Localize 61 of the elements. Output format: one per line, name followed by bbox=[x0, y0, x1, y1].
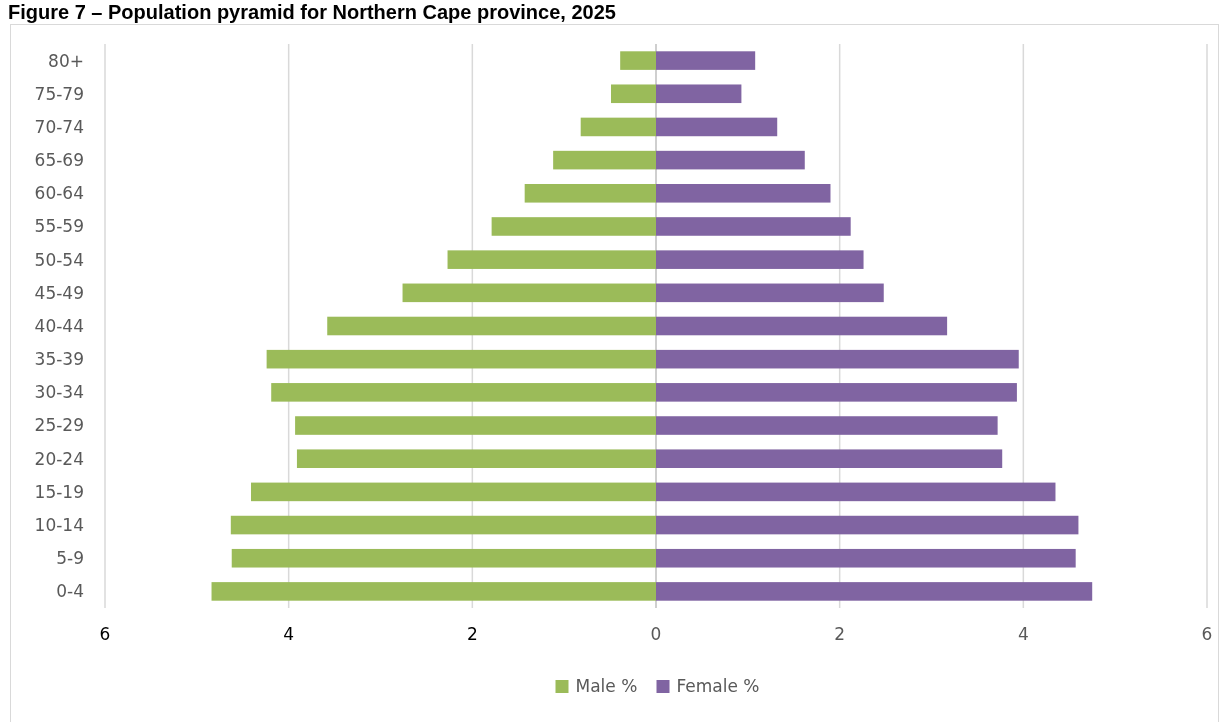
y-tick-label: 5-9 bbox=[56, 548, 84, 569]
bar bbox=[231, 548, 656, 568]
y-tick-label: 10-14 bbox=[34, 515, 84, 536]
y-tick-label: 35-39 bbox=[34, 349, 84, 370]
bar bbox=[211, 582, 656, 601]
x-tick-label: 0 bbox=[650, 624, 662, 644]
bar bbox=[656, 217, 851, 236]
bar bbox=[656, 316, 948, 336]
bar bbox=[620, 51, 656, 70]
bar bbox=[656, 482, 1056, 502]
x-tick-label: 2 bbox=[834, 624, 846, 644]
y-tick-label: 65-69 bbox=[34, 150, 84, 171]
bar bbox=[656, 283, 884, 303]
bar bbox=[266, 349, 656, 369]
x-tick-label: 6 bbox=[99, 624, 111, 644]
bar bbox=[524, 184, 656, 203]
bar bbox=[656, 449, 1003, 468]
chart-title: Figure 7 – Population pyramid for Northern Cape province, 2025 bbox=[8, 1, 616, 23]
y-tick-label: 30-34 bbox=[34, 382, 84, 403]
bar bbox=[656, 515, 1079, 535]
bar bbox=[656, 383, 1017, 402]
bar bbox=[580, 117, 656, 137]
bar bbox=[611, 84, 656, 104]
bar bbox=[251, 482, 656, 502]
y-tick-label: 40-44 bbox=[34, 315, 84, 336]
bar bbox=[656, 150, 805, 170]
bar bbox=[656, 117, 778, 137]
bar bbox=[656, 84, 742, 104]
bar bbox=[656, 250, 864, 269]
legend-label: Male % bbox=[575, 676, 638, 696]
y-tick-label: 60-64 bbox=[34, 183, 84, 204]
y-tick-label: 50-54 bbox=[34, 249, 84, 270]
bar bbox=[553, 150, 656, 170]
y-tick-label: 55-59 bbox=[34, 216, 84, 237]
y-tick-label: 75-79 bbox=[34, 83, 84, 104]
bar bbox=[230, 515, 656, 535]
y-tick-label: 70-74 bbox=[34, 116, 84, 137]
x-tick-label: 6 bbox=[1201, 624, 1213, 644]
y-tick-label: 20-24 bbox=[34, 448, 84, 469]
y-tick-label: 80+ bbox=[48, 50, 84, 71]
bar bbox=[656, 349, 1019, 369]
bar bbox=[295, 416, 656, 435]
y-tick-label: 25-29 bbox=[34, 415, 84, 436]
bar bbox=[402, 283, 656, 303]
bar bbox=[491, 217, 656, 236]
x-tick-label: 4 bbox=[283, 624, 295, 644]
bar bbox=[296, 449, 656, 468]
bar bbox=[447, 250, 656, 269]
x-tick-label: 4 bbox=[1017, 624, 1029, 644]
y-tick-label: 45-49 bbox=[34, 282, 84, 303]
bar bbox=[327, 316, 656, 336]
bar bbox=[656, 582, 1093, 601]
x-tick-label: 2 bbox=[466, 624, 478, 644]
legend-label: Female % bbox=[676, 676, 760, 696]
bar bbox=[656, 548, 1076, 568]
y-tick-label: 0-4 bbox=[56, 581, 84, 602]
bar bbox=[656, 184, 831, 203]
y-tick-label: 15-19 bbox=[34, 481, 84, 502]
bar bbox=[271, 383, 656, 402]
bar bbox=[656, 416, 998, 435]
bar bbox=[656, 51, 756, 70]
